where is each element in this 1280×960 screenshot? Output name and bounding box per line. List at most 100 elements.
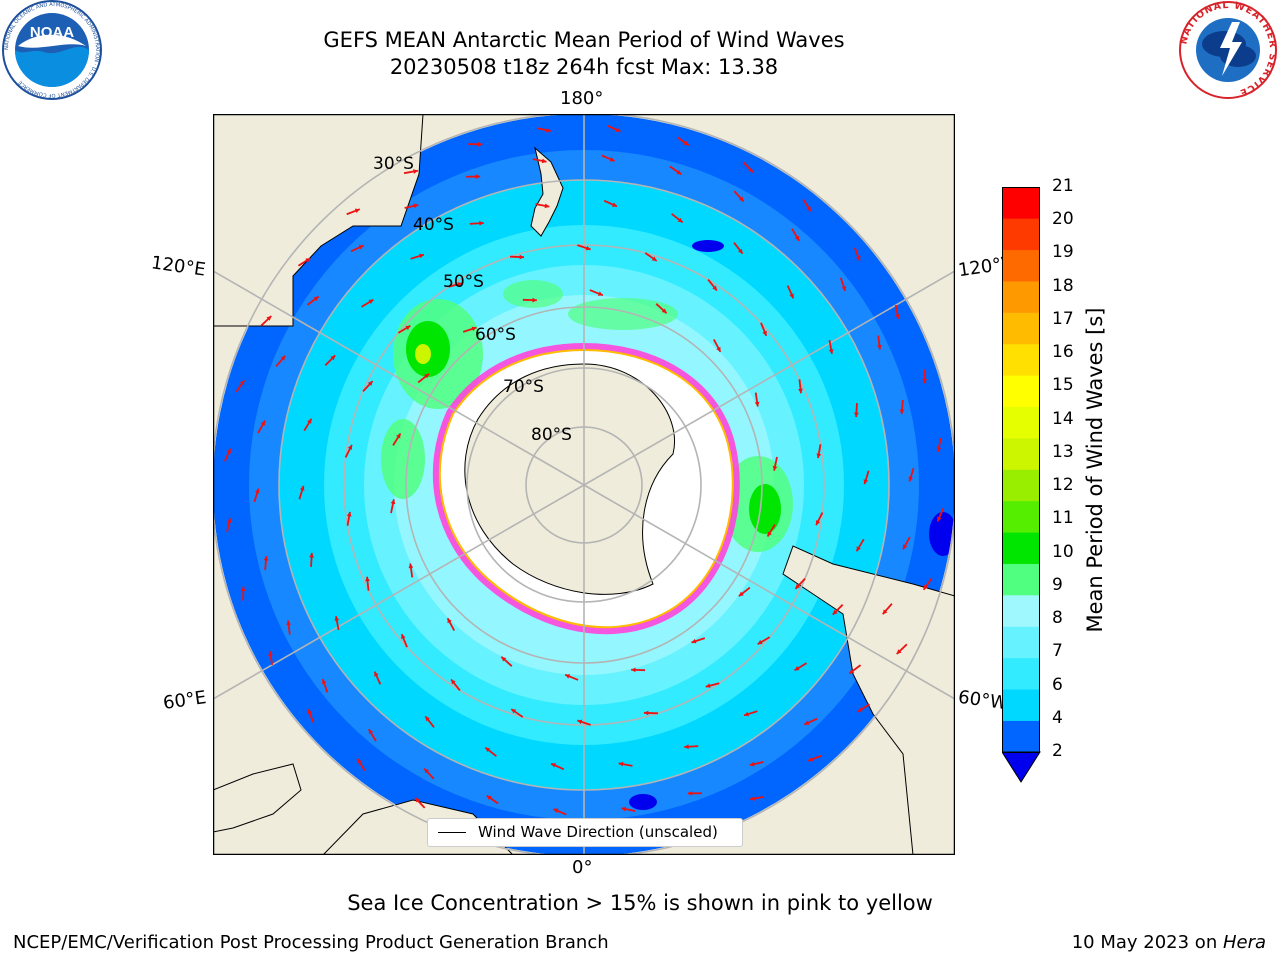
wind-wave-arrow-head [738, 591, 744, 597]
wind-wave-arrow-head [511, 709, 517, 714]
wind-wave-arrow-head [936, 446, 942, 452]
wind-wave-arrow-head [806, 206, 811, 212]
wind-wave-arrow-head [390, 499, 396, 505]
lat-label-40s: 40°S [413, 215, 454, 235]
wind-wave-arrow-head [321, 679, 327, 685]
wind-wave-arrow-head [849, 668, 855, 674]
colorbar-band [1002, 532, 1040, 564]
lon-label-0: 0° [572, 857, 593, 878]
lon-label-60e: 60°E [161, 687, 208, 714]
wind-wave-arrow-head [683, 140, 689, 146]
colorbar-frame [1002, 187, 1040, 753]
wind-wave-arrow-head [226, 518, 232, 524]
wind-wave-arrow-head [643, 710, 649, 716]
wind-wave-arrow-head [899, 409, 905, 414]
wind-wave-arrow-head [307, 418, 312, 424]
wind-wave-arrow-head [545, 127, 551, 133]
footer-credit: NCEP/EMC/Verification Post Processing Pr… [13, 932, 609, 953]
wind-wave-arrow-head [532, 297, 537, 303]
south-america [782, 545, 955, 855]
wind-wave-arrow-head [832, 609, 838, 615]
wind-wave-arrow-head [923, 584, 929, 590]
wind-wave-arrow-head [794, 235, 800, 241]
colorbar-tick-label: 8 [1052, 608, 1063, 629]
graticule [213, 114, 955, 855]
lon-label-180: 180° [560, 88, 604, 109]
colorbar-tick-label: 21 [1052, 176, 1074, 196]
wind-wave-arrow-head [313, 296, 319, 302]
colorbar-tick-label: 16 [1052, 342, 1074, 363]
wind-wave-arrow-head [451, 679, 456, 685]
wind-wave-arrow-head [354, 208, 360, 214]
wind-wave-arrow-head [877, 344, 882, 350]
footer-date-text: 10 May 2023 on [1071, 932, 1223, 953]
lat-label-60s: 60°S [475, 325, 516, 345]
wind-wave-arrow-head [937, 516, 942, 522]
lon-label-120e: 120°E [149, 252, 207, 281]
antarctica [464, 363, 675, 595]
wind-wave-arrow-head [544, 203, 550, 209]
colorbar-band [1002, 563, 1040, 596]
wind-wave-arrow-head [405, 325, 411, 331]
wind-wave-arrow-head [485, 747, 491, 753]
wind-wave-arrow-head [447, 618, 452, 624]
colorbar-tick-label: 17 [1052, 308, 1074, 329]
wind-wave-arrow-head [280, 355, 286, 361]
wind-wave-arrow-head [419, 253, 424, 259]
wind-wave-arrow-head [615, 127, 621, 132]
sea-ice-caption: Sea Ice Concentration > 15% is shown in … [347, 891, 933, 915]
colorbar-tick-label: 15 [1052, 375, 1074, 396]
wind-wave-arrow-head [368, 299, 374, 304]
colorbar-band [1002, 500, 1040, 533]
wind-wave-arrow-head [744, 711, 749, 717]
wind-wave-arrow-head [330, 355, 336, 361]
wind-wave-arrow-head [266, 316, 272, 321]
map-legend: Wind Wave Direction (unscaled) [427, 818, 743, 847]
wind-wave-arrow-head [519, 254, 525, 260]
colorbar-band [1002, 720, 1040, 753]
wind-wave-arrow-head [413, 203, 419, 209]
wind-wave-arrow-head [254, 488, 260, 494]
wind-wave-arrow-head [749, 761, 755, 767]
colorbar-under-triangle [1002, 751, 1041, 783]
noaa-wordmark: NOAA [30, 24, 74, 41]
wind-wave-arrow-head [855, 255, 861, 261]
map-subtitle: 20230508 t18z 264h fcst Max: 13.38 [389, 55, 779, 79]
wind-wave-arrow-head [816, 453, 822, 459]
colorbar-band [1002, 438, 1040, 470]
wind-wave-arrow-head [896, 649, 902, 654]
australia [213, 114, 424, 327]
wind-wave-arrow-head [471, 326, 477, 332]
wind-wave-arrow-head [541, 158, 547, 164]
madagascar [213, 763, 302, 833]
legend-label: Wind Wave Direction (unscaled) [478, 823, 718, 841]
wind-wave-arrow-head [334, 616, 340, 621]
wind-wave-arrow-head [551, 763, 557, 768]
wind-wave-arrow-head [631, 667, 636, 673]
wind-wave-arrow-head [712, 285, 717, 291]
wind-wave-arrow-head [374, 671, 379, 677]
wind-wave-arrow-head [425, 716, 430, 722]
wind-wave-arrow-head [798, 388, 803, 394]
wind-wave-arrow-head [368, 729, 374, 735]
colorbar-tick-label: 20 [1052, 209, 1074, 230]
colorbar-band [1002, 281, 1040, 313]
colorbar-band [1002, 406, 1040, 439]
colorbar-band [1002, 626, 1040, 659]
wind-wave-arrow-head [585, 245, 591, 251]
footer-date: 10 May 2023 on Hera [1072, 932, 1266, 953]
wind-wave-arrow-head [750, 796, 755, 801]
wind-wave-arrow-head [754, 401, 760, 407]
wind-wave-arrow-head [305, 258, 311, 263]
wind-wave-arrow-head [828, 349, 834, 354]
wind-wave-arrow-head [286, 620, 291, 626]
wind-wave-arrow-head [815, 520, 821, 526]
wind-wave-arrow-head [307, 709, 313, 715]
wind-wave-arrow-head [808, 756, 814, 762]
wind-wave-arrow-head [263, 556, 269, 561]
wind-wave-arrow-head [477, 141, 483, 147]
wind-wave-arrow-head [691, 638, 697, 644]
wind-wave-arrow-head [396, 433, 401, 439]
wind-wave-arrow-head [367, 381, 373, 386]
polar-map: 30°S 40°S 50°S 60°S 70°S 80°S [213, 114, 955, 855]
